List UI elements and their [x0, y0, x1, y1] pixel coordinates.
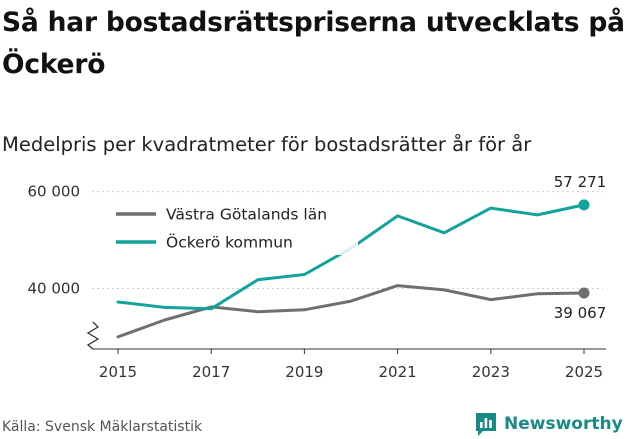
y-tick-label: 60 000	[28, 183, 81, 201]
chart-subtitle: Medelpris per kvadratmeter för bostadsrä…	[2, 133, 532, 156]
source-note: Källa: Svensk Mäklarstatistik	[2, 419, 203, 435]
legend-label-0: Västra Götalands län	[166, 206, 327, 224]
y-tick-label: 40 000	[28, 279, 81, 297]
x-tick-label: 2023	[472, 363, 510, 381]
newsworthy-logo-icon	[476, 413, 496, 436]
end-value-label-0: 39 067	[554, 304, 607, 322]
series-line-0	[116, 284, 586, 339]
series-end-point-0	[578, 287, 590, 299]
x-tick-label: 2015	[99, 363, 137, 381]
x-tick-label: 2021	[379, 363, 417, 381]
end-value-label-1: 57 271	[554, 173, 607, 191]
end-labels: 39 067 57 271	[554, 173, 607, 322]
y-axis-break-icon	[86, 321, 100, 350]
chart-title: Så har bostadsrättspriserna utvecklats p…	[2, 7, 625, 80]
x-tick-label: 2019	[285, 363, 323, 381]
legend: Västra Götalands län Öckerö kommun	[110, 201, 358, 255]
brand-name: Newsworthy	[504, 414, 623, 434]
x-tick-label: 2025	[565, 363, 603, 381]
series-end-point-1	[578, 199, 590, 211]
legend-label-1: Öckerö kommun	[166, 233, 293, 252]
x-tick-label: 2017	[192, 363, 230, 381]
grid-lines	[92, 191, 603, 289]
x-axis: 2015 2017 2019 2021 2023 2025	[86, 321, 606, 381]
brand-logo-block[interactable]: Newsworthy	[474, 410, 623, 438]
y-tick-labels: 40 000 60 000	[28, 183, 81, 298]
